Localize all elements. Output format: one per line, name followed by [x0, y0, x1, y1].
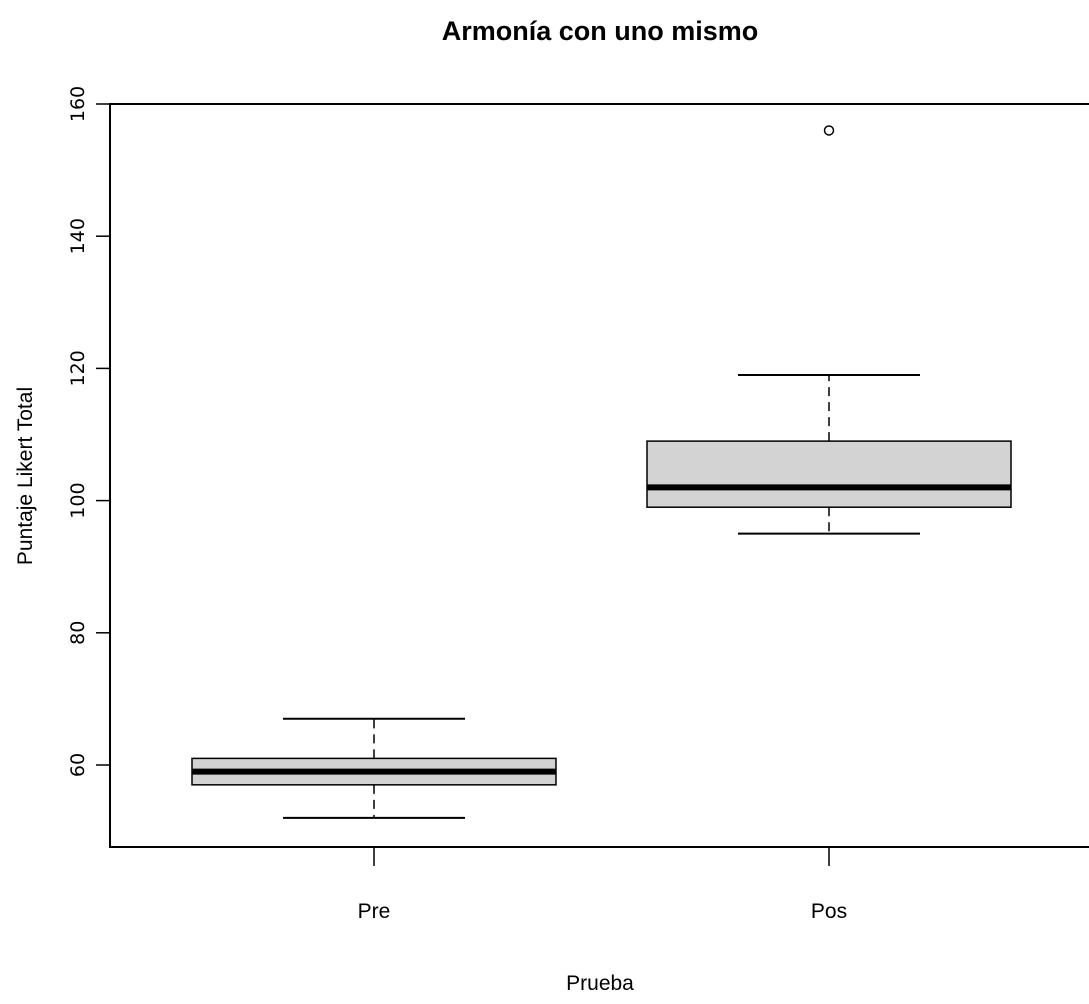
x-tick-label-pre: Pre — [358, 900, 391, 923]
box-pos — [646, 440, 1012, 508]
chart-title: Armonía con uno mismo — [442, 16, 759, 46]
boxes-group — [191, 125, 1012, 819]
x-axis: Pre Pos — [358, 847, 847, 923]
y-tick-label-80: 80 — [67, 621, 89, 645]
x-axis-label: Prueba — [566, 972, 634, 995]
y-tick-label-60: 60 — [67, 753, 89, 777]
y-axis-label: Puntaje Likert Total — [14, 387, 37, 565]
y-axis: 60 80 100 120 140 160 — [67, 86, 111, 777]
y-tick-label-160: 160 — [67, 86, 89, 122]
y-tick-label-100: 100 — [67, 482, 89, 518]
y-tick-label-140: 140 — [67, 218, 89, 254]
x-tick-label-pos: Pos — [811, 900, 847, 923]
outlier-pos-0 — [823, 125, 835, 136]
y-tick-label-120: 120 — [67, 350, 89, 386]
